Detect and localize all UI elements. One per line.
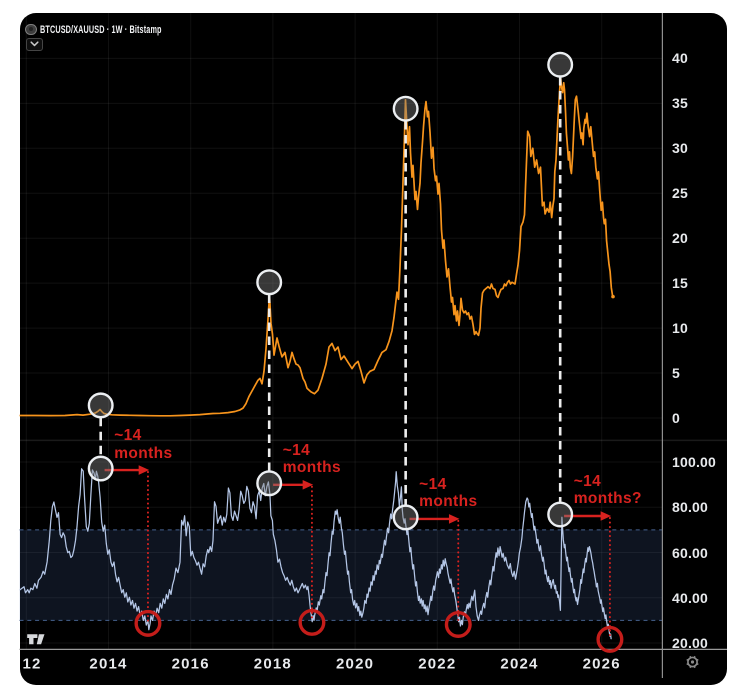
rsi-peak-circle — [547, 501, 574, 528]
rsi-band — [19, 529, 663, 621]
cycle-arrow-head — [138, 465, 150, 475]
symbol-title-row[interactable]: BTCUSD/XAUUSD · 1W · Bitstamp — [25, 22, 224, 37]
gear-icon-circle — [687, 656, 698, 668]
price-axis-label: 15 — [672, 275, 688, 292]
time-axis-label: 12 — [22, 655, 42, 673]
cycle-duration-label: ~14 months? — [574, 473, 642, 508]
cycle-arrow-head — [448, 514, 460, 524]
cycle-duration-label: ~14 months — [419, 476, 477, 511]
price-peak-circle — [87, 392, 114, 419]
cycle-duration-label-line2: months — [114, 444, 173, 462]
cycle-duration-label-line1: ~14 — [282, 441, 311, 459]
cycle-low-circle — [444, 610, 472, 638]
collapse-button[interactable] — [26, 37, 43, 51]
price-line — [19, 75, 614, 417]
cycle-duration-label-line2: months? — [573, 490, 642, 508]
time-axis-label: 2014 — [89, 655, 128, 673]
price-peak-circle — [256, 269, 283, 296]
tradingview-logo-glyph — [36, 634, 45, 645]
gear-icon[interactable] — [686, 655, 699, 669]
price-axis-label: 20 — [672, 230, 688, 247]
rsi-axis-label: 60.00 — [672, 544, 709, 561]
gear-icon-dot — [690, 660, 695, 664]
cycle-low-circle — [298, 608, 326, 636]
gear-icon-tooth — [696, 658, 699, 661]
rsi-axis-label: 80.00 — [672, 499, 709, 516]
price-axis-label: 25 — [672, 185, 688, 202]
cycle-duration-label-line1: ~14 — [419, 475, 447, 493]
gear-icon-tooth — [686, 658, 689, 661]
chart-card — [19, 13, 727, 685]
time-axis-label: 2022 — [418, 655, 457, 673]
price-last-dot — [611, 294, 615, 299]
cycle-duration-label: ~14 months — [114, 427, 172, 462]
gear-icon-tooth — [696, 663, 699, 666]
cycle-duration-label-line2: months — [419, 493, 478, 511]
bitstamp-logo-icon — [25, 23, 37, 36]
cycle-arrow-head — [600, 511, 612, 521]
tradingview-logo-icon[interactable] — [27, 634, 45, 645]
cycle-arrow-head — [302, 479, 314, 490]
chevron-down-icon — [30, 41, 39, 47]
price-axis-label: 30 — [672, 140, 688, 157]
rsi-axis-label: 20.00 — [672, 635, 709, 651]
rsi-peak-circle — [87, 455, 114, 482]
price-axis-label: 5 — [672, 365, 680, 382]
gear-icon-tooth — [689, 665, 692, 669]
cycle-annotations — [87, 51, 624, 653]
rsi-axis-label: 100.00 — [672, 454, 717, 470]
price-axis-label: 35 — [672, 95, 688, 112]
price-axis-label: 10 — [672, 320, 688, 337]
rsi-peak-circle — [256, 470, 283, 497]
price-axis-label: 40 — [672, 50, 688, 67]
price-peak-circle — [392, 95, 419, 122]
gear-icon-tooth — [686, 663, 689, 666]
cycle-duration-label-line1: ~14 — [573, 472, 602, 490]
gear-icon-tooth — [689, 655, 692, 659]
cycle-duration-label: ~14 months — [283, 442, 341, 477]
gear-icon-tooth — [693, 665, 696, 669]
price-peak-circle — [547, 51, 574, 78]
price-axis-label: 0 — [672, 410, 680, 426]
rsi-axis-label: 40.00 — [672, 589, 709, 606]
time-axis-label: 2018 — [253, 655, 292, 673]
time-axis-label: 2024 — [500, 655, 539, 673]
cycle-duration-label-line1: ~14 — [114, 427, 142, 445]
cycle-low-circle — [134, 609, 162, 637]
gear-icon-tooth — [693, 655, 696, 659]
gridlines — [19, 13, 663, 650]
time-axis-label: 2020 — [336, 655, 375, 673]
time-axis-label: 2016 — [171, 655, 210, 673]
rsi-band-fill — [19, 529, 663, 621]
cycle-low-circle — [596, 625, 624, 653]
rsi-peak-circle — [392, 504, 419, 531]
pane-separators — [19, 13, 727, 678]
chart-title: BTCUSD/XAUUSD · 1W · Bitstamp — [40, 23, 162, 36]
cycle-duration-label-line2: months — [282, 459, 342, 477]
time-axis-label: 2026 — [582, 655, 621, 673]
tradingview-logo-glyph — [27, 634, 38, 645]
